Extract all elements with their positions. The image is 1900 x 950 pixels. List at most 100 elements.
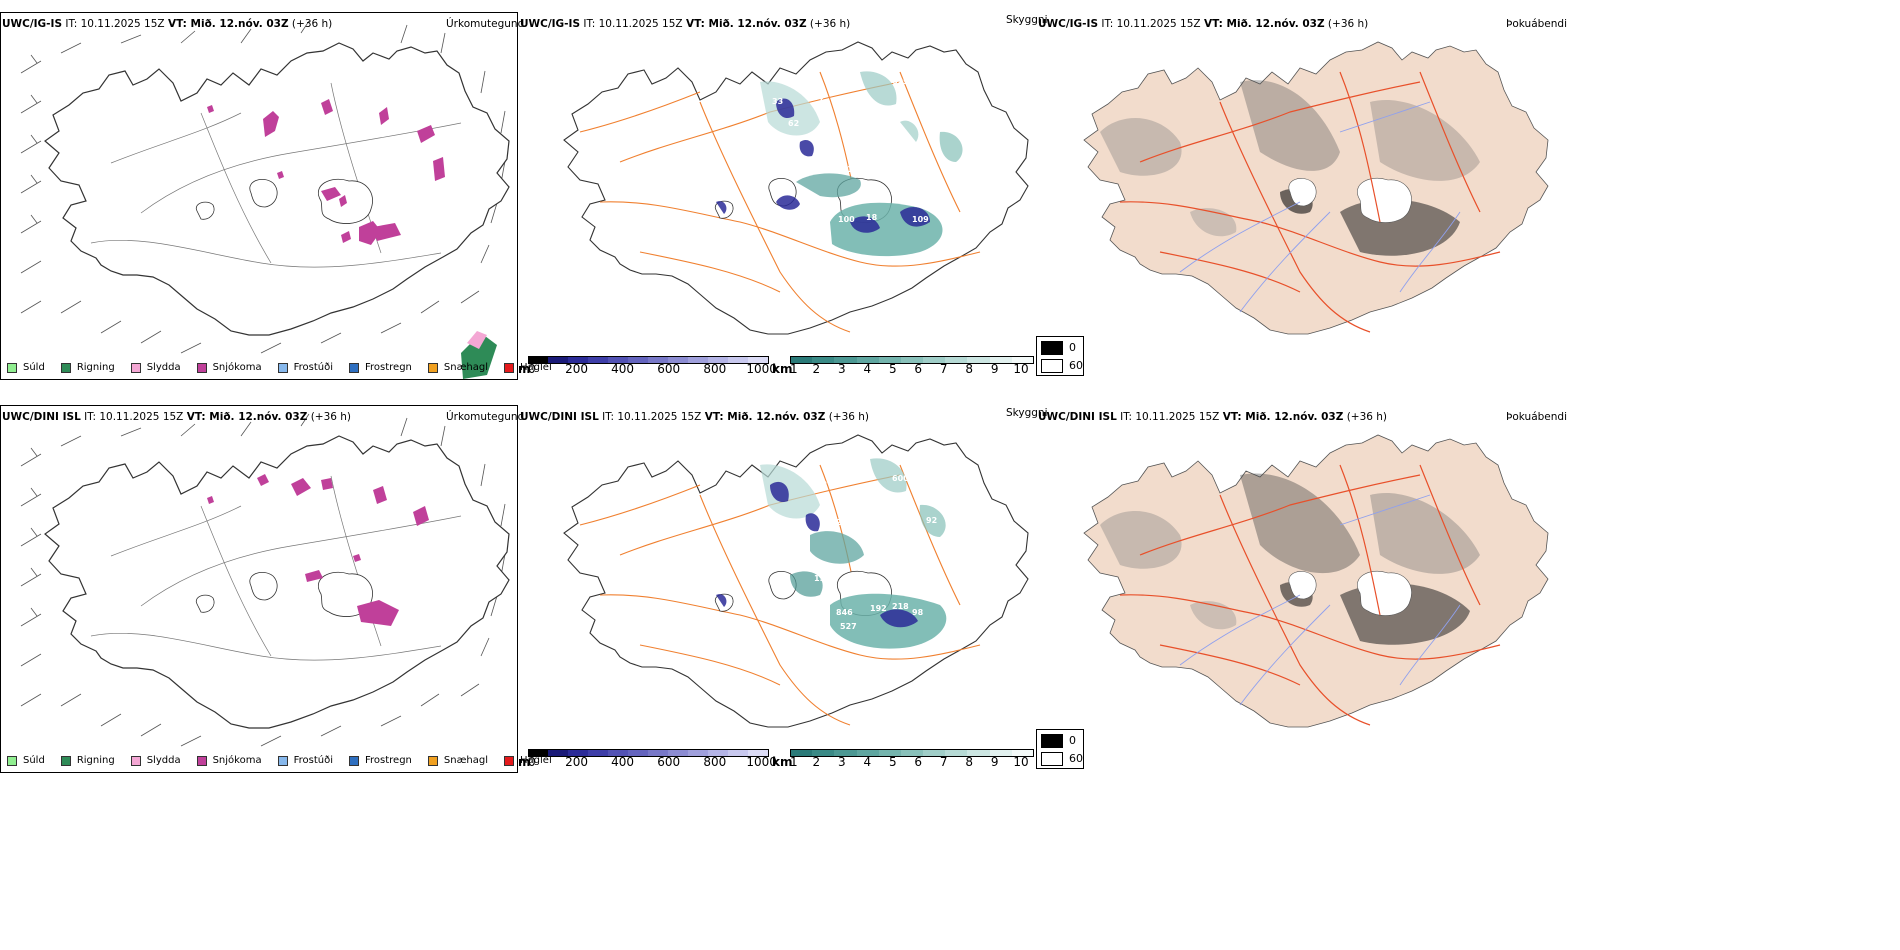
- fog-legend-label: 0: [1069, 734, 1076, 747]
- ceiling-colorbar-row1: m 0 200 400 600 800 1000: [518, 356, 777, 376]
- colorbar-tick: 9: [990, 755, 999, 769]
- title-precip-row1: Úrkomutegund: [446, 18, 525, 30]
- precip-map: [20, 20, 510, 379]
- colorbar-segment: [834, 356, 858, 364]
- colorbar-segment: [668, 749, 689, 757]
- header-precip-row2: UWC/DINI ISL IT: 10.11.2025 15Z VT: Mið.…: [2, 411, 352, 423]
- colorbar-segment: [1011, 356, 1035, 364]
- colorbar-segment: [528, 749, 549, 757]
- precip-legend: Súld Rigning Slydda Snjókoma Frostúði Frostre…: [7, 755, 568, 766]
- legend-item: Slydda: [130, 362, 181, 373]
- colorbar-unit: m: [518, 755, 531, 769]
- legend-item: Frostregn: [349, 362, 412, 373]
- legend-swatch: [349, 362, 359, 373]
- colorbar-segment: [812, 356, 835, 364]
- sleet-area: [467, 331, 487, 349]
- legend-swatch: [130, 755, 141, 766]
- colorbar-tick: 600: [657, 755, 681, 769]
- ceiling-value-label: 26: [836, 518, 848, 527]
- ceiling-value-label: 456: [856, 528, 873, 537]
- fog-map: [1083, 41, 1549, 335]
- colorbar-segment: [748, 749, 769, 757]
- colorbar-segment: [548, 356, 569, 364]
- legend-item: Slydda: [130, 755, 181, 766]
- colorbar-tick: 5: [888, 755, 897, 769]
- legend-label: Súld: [23, 755, 45, 766]
- colorbar-segment: [790, 356, 813, 364]
- ceiling-value-label: 192: [870, 604, 887, 613]
- colorbar-tick: 5: [888, 362, 897, 376]
- legend-label: Haglél: [520, 362, 552, 373]
- ceiling-value-label: 29: [944, 598, 956, 607]
- colorbar-segment: [790, 749, 813, 757]
- colorbar-tick: 8: [965, 362, 974, 376]
- ceiling-value-label: 18: [866, 213, 878, 222]
- header-vis-row1: UWC/IG-IS IT: 10.11.2025 15Z VT: Mið. 12…: [520, 18, 851, 30]
- colorbar-segment: [628, 749, 649, 757]
- legend-swatch: [60, 362, 71, 373]
- ceiling-colorbar-row2: m 0 200 400 600 800 1000: [518, 749, 777, 769]
- fog-shading: [1100, 473, 1480, 645]
- precip-panel-row1: Súld Rigning Slydda Snjókoma Frostúði Frostre…: [0, 12, 552, 380]
- colorbar-tick: 3: [837, 362, 846, 376]
- colorbar-tick: 2: [812, 755, 821, 769]
- legend-item: Frostregn: [349, 755, 412, 766]
- colorbar-tick: 800: [703, 362, 727, 376]
- colorbar-tick: 10: [1013, 755, 1029, 769]
- ceiling-value-label: 527: [840, 622, 857, 631]
- colorbar-unit: km: [772, 362, 793, 376]
- colorbar-segment: [628, 356, 649, 364]
- colorbar-segment: [568, 356, 589, 364]
- ceiling-value-label: 32: [816, 480, 827, 489]
- fog-legend-row2: 0 60: [1036, 729, 1084, 769]
- colorbar-segment: [945, 749, 968, 757]
- fog-road-network: [1119, 464, 1501, 726]
- precip-map: [20, 413, 510, 747]
- vis-panel-row1: 33 24 62 629 80 381 106 272 32 100 18 109: [520, 12, 1040, 380]
- ceiling-value-label: 33: [772, 97, 783, 106]
- legend-item: Frostúði: [277, 362, 333, 373]
- vis-map: 33 24 62 629 80 381 106 272 32 100 18 109: [563, 41, 1029, 335]
- ceiling-value-label: 24: [812, 93, 824, 102]
- fog-panel-row1: [1040, 12, 1560, 380]
- colorbar-tick: 2: [812, 362, 821, 376]
- colorbar-segment: [588, 356, 609, 364]
- fog-legend-swatch: [1041, 341, 1063, 355]
- colorbar-tick: 200: [565, 362, 588, 376]
- header-fog-row1: UWC/IG-IS IT: 10.11.2025 15Z VT: Mið. 12…: [1038, 18, 1369, 30]
- colorbar-segment: [648, 356, 669, 364]
- legend-item: Haglél: [504, 755, 552, 766]
- legend-item: Rigning: [60, 362, 115, 373]
- colorbar-segment: [923, 356, 946, 364]
- fog-legend-label: 60: [1069, 359, 1083, 372]
- road-lines: [90, 82, 462, 268]
- colorbar-segment: [989, 356, 1013, 364]
- legend-swatch: [196, 362, 207, 373]
- colorbar-tick: 0: [528, 362, 536, 376]
- legend-item: Súld: [7, 755, 45, 766]
- colorbar-segment: [528, 356, 549, 364]
- colorbar-tick: 600: [657, 362, 681, 376]
- colorbar-segment: [688, 749, 709, 757]
- legend-item: Snjókoma: [196, 755, 262, 766]
- colorbar-segment: [548, 749, 569, 757]
- title-vis-row2: Skyggni: [1006, 407, 1048, 419]
- ceiling-value-label: 846: [836, 608, 853, 617]
- fog-road-network: [1119, 71, 1501, 333]
- legend-item: Frostúði: [277, 755, 333, 766]
- colorbar-tick: 800: [703, 755, 727, 769]
- legend-swatch: [349, 755, 359, 766]
- colorbar-segment: [900, 356, 924, 364]
- title-fog-row1: Þokuábendi: [1506, 18, 1567, 30]
- ceiling-labels: 33 24 62 629 80 381 106 272 32 100 18 109: [772, 77, 952, 224]
- legend-item: Snæhagl: [427, 755, 488, 766]
- legend-item: Haglél: [504, 362, 552, 373]
- colorbar-tick: 400: [611, 362, 635, 376]
- ceiling-value-label: 106: [864, 165, 881, 174]
- title-fog-row2: Þokuábendi: [1506, 411, 1567, 423]
- visibility-areas: [760, 458, 947, 649]
- colorbar-segment: [608, 356, 629, 364]
- colorbar-tick: 6: [914, 362, 923, 376]
- colorbar-tick: 6: [914, 755, 923, 769]
